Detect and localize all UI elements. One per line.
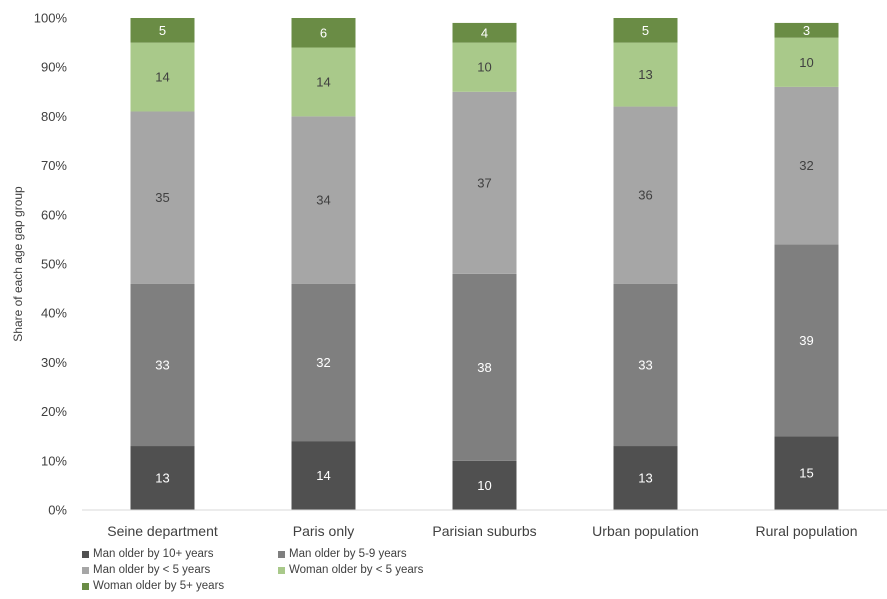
bar-data-label: 32 [799,158,813,173]
legend-item-man-older-lt5: Man older by < 5 years [82,564,210,576]
bar-data-label: 13 [155,471,169,486]
bar-segment [774,244,839,437]
legend-label: Man older by 10+ years [93,548,214,560]
bar-data-label: 35 [155,190,169,205]
bar-segment [291,47,356,117]
y-tick-label: 10% [41,453,67,468]
bar-data-label: 32 [316,355,330,370]
bar-segment [130,42,195,112]
bar-segment [452,42,517,92]
bar-segment [774,436,839,510]
stacked-bar-chart: 0% 10% 20% 30% 40% 50% 60% 70% 80% 90% 100% Share o… [11,11,887,539]
bar-segment [291,283,356,442]
bar-data-label: 14 [155,70,169,85]
x-category-label: Rural population [756,523,858,539]
y-axis-label: Share of each age gap group [11,186,25,342]
legend-item-woman-older-5plus: Woman older by 5+ years [82,580,224,592]
bar-data-label: 15 [799,466,813,481]
bar-segment [613,283,678,447]
legend-label: Man older by 5-9 years [289,548,407,560]
bar-data-label: 36 [638,188,652,203]
bar-segment [452,273,517,461]
bar-segment [130,18,195,43]
bar-data-label: 10 [799,55,813,70]
bar-segment [452,91,517,274]
legend-item-man-older-5-9: Man older by 5-9 years [278,548,407,560]
y-tick-label: 90% [41,60,67,75]
bar-segment [613,42,678,107]
legend-swatch [278,550,285,558]
bar-data-label: 38 [477,360,491,375]
y-tick-label: 70% [41,158,67,173]
bar-data-label: 5 [642,23,649,38]
bar-data-label: 3 [803,23,810,38]
bar-segment [291,116,356,284]
legend-swatch [82,582,89,590]
bar-data-label: 13 [638,67,652,82]
y-tick-label: 30% [41,355,67,370]
bar-segment [130,446,195,510]
bar-data-label: 6 [320,25,327,40]
y-tick-label: 60% [41,207,67,222]
bar-data-label: 37 [477,175,491,190]
y-tick-label: 80% [41,109,67,124]
x-category-label: Seine department [107,523,218,539]
bar-data-label: 10 [477,60,491,75]
legend-label: Woman older by 5+ years [93,580,225,592]
bar-segment [452,460,517,510]
bar-segment [613,18,678,43]
legend-item-woman-older-lt5: Woman older by < 5 years [278,564,423,576]
bar-data-label: 14 [316,74,330,89]
legend-swatch [82,566,89,574]
bar-segment [613,446,678,510]
legend-swatch [82,550,89,558]
y-tick-label: 100% [34,11,68,26]
y-tick-label: 40% [41,306,67,321]
bar-segment [613,106,678,284]
bar-segment [774,86,839,245]
legend-swatch [278,566,285,574]
legend-label: Woman older by < 5 years [289,564,424,576]
bar-segment [130,111,195,284]
bar-data-label: 13 [638,471,652,486]
bar-data-label: 14 [316,468,330,483]
y-tick-label: 20% [41,404,67,419]
bar-data-label: 10 [477,478,491,493]
y-tick-label: 0% [48,503,67,518]
bar-data-label: 34 [316,193,330,208]
x-category-label: Parisian suburbs [432,523,536,539]
bar-data-label: 5 [159,23,166,38]
bar-segment [452,22,517,43]
bar-segment [130,283,195,447]
legend-item-man-older-10plus: Man older by 10+ years [82,548,214,560]
x-category-label: Paris only [293,523,354,539]
bar-data-label: 4 [481,25,488,40]
bar-segment [774,37,839,87]
bar-segment [291,18,356,48]
bar-segment [774,22,839,38]
bar-data-label: 33 [155,357,169,372]
bar-segment [291,441,356,510]
bar-data-label: 39 [799,333,813,348]
x-category-label: Urban population [592,523,699,539]
bar-data-label: 33 [638,357,652,372]
y-tick-label: 50% [41,257,67,272]
legend-label: Man older by < 5 years [93,564,211,576]
